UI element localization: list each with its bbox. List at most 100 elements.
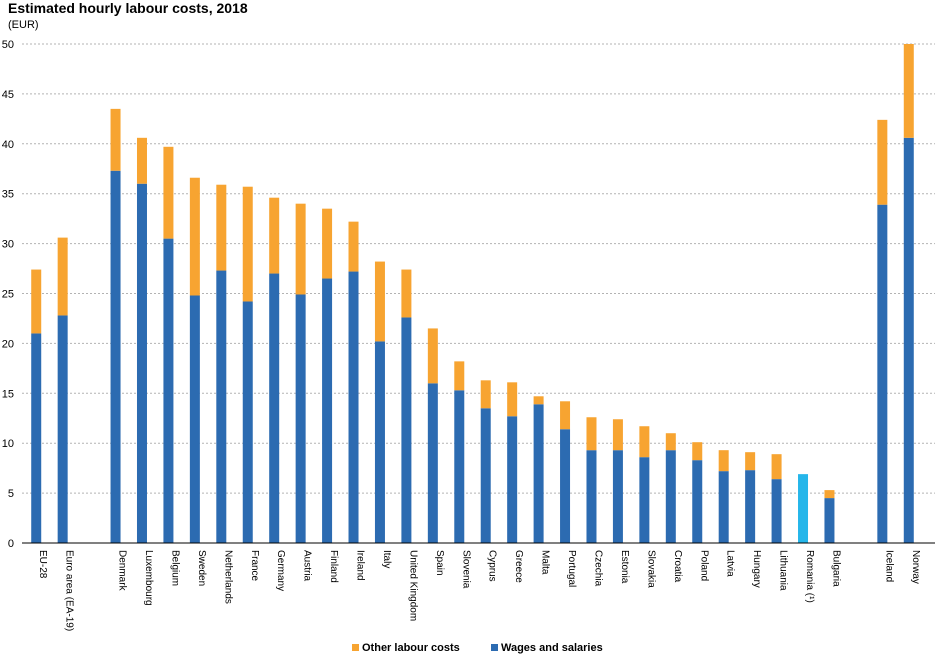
bar-wages-22 xyxy=(639,457,650,543)
x-tick-label: Poland xyxy=(698,550,709,581)
x-tick-label: EU-28 xyxy=(37,550,48,579)
x-tick-label: Euro area (EA-19) xyxy=(64,550,75,631)
bar-other-13 xyxy=(401,269,412,318)
bar-other-5 xyxy=(189,177,200,296)
y-tick-label: 15 xyxy=(2,388,14,400)
bar-wages-30 xyxy=(877,204,888,544)
bar-wages-31 xyxy=(903,137,914,543)
bar-wages-3 xyxy=(136,183,147,543)
bar-other-23 xyxy=(665,433,676,451)
x-tick-label: Germany xyxy=(275,550,286,591)
y-tick-label: 50 xyxy=(2,39,14,51)
bar-other-26 xyxy=(745,452,756,471)
bar-wages-8 xyxy=(269,273,280,543)
x-tick-label: Slovenia xyxy=(460,550,471,589)
bar-other-8 xyxy=(269,197,280,274)
y-tick-label: 0 xyxy=(8,538,14,550)
bar-other-20 xyxy=(586,417,597,451)
bar-other-2 xyxy=(110,108,121,171)
bar-wages-18 xyxy=(533,404,544,543)
y-tick-label: 20 xyxy=(2,338,14,350)
x-tick-label: Spain xyxy=(434,550,445,576)
chart-title: Estimated hourly labour costs, 2018 xyxy=(8,0,248,16)
x-tick-label: Denmark xyxy=(117,550,128,592)
bar-wages-1 xyxy=(57,315,68,543)
grid-lines xyxy=(22,43,935,494)
bar-other-6 xyxy=(216,184,227,271)
bar-other-4 xyxy=(163,146,174,239)
x-tick-label: Bulgaria xyxy=(830,550,841,587)
bar-wages-15 xyxy=(454,390,465,543)
x-tick-label: Croatia xyxy=(672,550,683,583)
bar-wages-13 xyxy=(401,317,412,543)
x-tick-label: Latvia xyxy=(725,550,736,577)
x-tick-label: Belgium xyxy=(169,550,180,586)
bar-wages-26 xyxy=(745,470,756,543)
y-tick-label: 45 xyxy=(2,89,14,101)
x-tick-label: Hungary xyxy=(751,550,762,588)
bar-other-11 xyxy=(348,221,359,272)
y-tick-label: 25 xyxy=(2,289,14,301)
bar-other-24 xyxy=(692,442,703,461)
bar-other-14 xyxy=(427,328,438,384)
bar-other-27 xyxy=(771,454,782,480)
y-tick-label: 35 xyxy=(2,189,14,201)
bar-other-19 xyxy=(560,401,571,430)
bar-other-12 xyxy=(374,261,385,342)
bar-other-21 xyxy=(612,419,623,451)
bar-wages-25 xyxy=(718,471,729,543)
y-tick-label: 10 xyxy=(2,438,14,450)
bar-other-3 xyxy=(136,137,147,184)
bar-wages-17 xyxy=(507,416,518,543)
x-tick-label: Estonia xyxy=(619,550,630,584)
bar-other-9 xyxy=(295,203,306,295)
bar-wages-28 xyxy=(798,474,809,543)
bar-wages-12 xyxy=(374,341,385,543)
bar-wages-6 xyxy=(216,270,227,543)
x-tick-label: Lithuania xyxy=(778,550,789,591)
bar-wages-4 xyxy=(163,238,174,544)
x-tick-label: Norway xyxy=(910,550,921,584)
y-tick-labels: 0 5 10 15 20 25 30 35 40 45 50 xyxy=(2,39,14,550)
bar-wages-7 xyxy=(242,301,253,543)
bar-other-30 xyxy=(877,119,888,205)
legend: Other labour costs Wages and salaries xyxy=(352,642,603,654)
bar-wages-2 xyxy=(110,170,121,543)
bar-wages-24 xyxy=(692,460,703,543)
bar-wages-20 xyxy=(586,450,597,543)
bar-wages-21 xyxy=(612,450,623,543)
x-tick-label: Italy xyxy=(381,550,392,568)
bar-other-22 xyxy=(639,426,650,458)
x-tick-label: Ireland xyxy=(355,550,366,581)
bar-wages-9 xyxy=(295,294,306,543)
bar-other-29 xyxy=(824,490,835,499)
y-axis-unit: (EUR) xyxy=(8,19,39,31)
bar-wages-11 xyxy=(348,271,359,543)
bar-other-16 xyxy=(480,380,491,409)
bar-wages-27 xyxy=(771,479,782,543)
y-tick-label: 30 xyxy=(2,239,14,251)
bar-wages-14 xyxy=(427,383,438,543)
x-tick-label: Malta xyxy=(540,550,551,575)
bars xyxy=(31,44,914,544)
legend-label: Wages and salaries xyxy=(501,642,603,654)
bar-other-10 xyxy=(322,208,333,279)
bar-wages-23 xyxy=(665,450,676,543)
x-tick-label: Slovakia xyxy=(645,550,656,588)
y-tick-label: 5 xyxy=(8,488,14,500)
bar-wages-19 xyxy=(560,429,571,543)
bar-wages-5 xyxy=(189,295,200,543)
bar-wages-0 xyxy=(31,333,42,543)
bar-wages-29 xyxy=(824,498,835,543)
x-tick-label: Romania (¹) xyxy=(804,550,815,603)
bar-other-0 xyxy=(31,269,42,334)
bar-other-7 xyxy=(242,186,253,302)
bar-other-31 xyxy=(903,44,914,138)
x-tick-label: Cyprus xyxy=(487,550,498,582)
x-tick-label: United Kingdom xyxy=(407,550,418,621)
legend-swatch xyxy=(352,644,359,651)
bar-wages-16 xyxy=(480,408,491,543)
x-tick-label: Iceland xyxy=(883,550,894,582)
bar-other-1 xyxy=(57,237,68,316)
